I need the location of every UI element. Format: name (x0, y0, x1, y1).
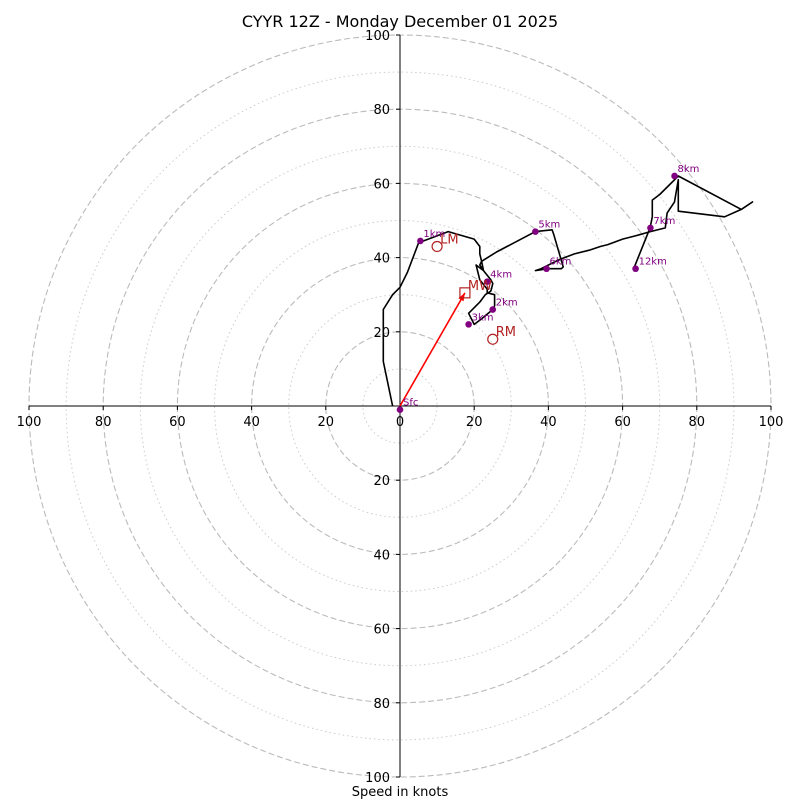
height-marker-dot (543, 265, 550, 273)
mean-wind-arrowhead (458, 292, 465, 302)
tick-labels: 100 80 60 40 20 0 20 40 60 80 100 20 20 40 40 60 60 80 80 1… (17, 29, 784, 786)
height-marker-dot (396, 406, 404, 414)
storm-motion-square (459, 287, 471, 299)
y-tick-label: 100 (365, 771, 390, 786)
y-tick-label: 20 (373, 326, 390, 341)
height-marker-label: 7km (653, 216, 675, 227)
storm-motion-label: RM (496, 325, 516, 340)
y-tick-label: 100 (365, 29, 390, 44)
height-marker-dot (417, 237, 424, 245)
height-marker-label: 2km (496, 298, 518, 309)
x-tick-label: 20 (318, 415, 335, 430)
x-tick-label: 20 (466, 415, 483, 430)
height-marker-dot (647, 224, 654, 232)
height-marker-dot (632, 265, 639, 273)
y-tick-label: 80 (373, 103, 390, 118)
x-tick-label: 80 (689, 415, 706, 430)
height-marker-dot (465, 321, 472, 328)
y-tick-label: 40 (373, 252, 390, 267)
x-tick-label: 100 (17, 415, 42, 430)
height-marker-dot (483, 278, 491, 286)
height-marker-dot (532, 228, 539, 235)
x-axis-label: Speed in knots (352, 785, 449, 800)
mean-wind-arrow (399, 292, 466, 407)
x-tick-label: 40 (243, 415, 260, 430)
storm-motion-label: MW (468, 279, 492, 294)
hodograph-line (382, 175, 754, 407)
storm-motion-label: LM (440, 232, 458, 247)
y-tick-label: 60 (373, 623, 390, 638)
storm-motion-circle (487, 333, 499, 345)
x-tick-label: 80 (95, 415, 112, 430)
height-marker-label: 4km (490, 270, 512, 281)
storm-motion-circle (431, 240, 443, 253)
x-tick-label: 60 (614, 415, 631, 430)
x-tick-label: 0 (396, 415, 404, 430)
height-marker-label: 3km (472, 312, 494, 323)
x-tick-label: 40 (540, 415, 557, 430)
y-tick-label: 40 (373, 548, 390, 563)
y-tick-label: 80 (373, 697, 390, 712)
x-tick-label: 100 (759, 415, 784, 430)
y-tick-label: 20 (373, 474, 390, 489)
chart-title: CYYR 12Z - Monday December 01 2025 (242, 12, 558, 31)
height-marker-dot (489, 306, 497, 313)
height-marker-label: 8km (678, 164, 700, 175)
height-marker-label: 12km (639, 257, 667, 268)
height-marker-label: 5km (538, 220, 560, 231)
height-marker-label: 6km (550, 257, 572, 268)
height-marker-dot (671, 172, 678, 180)
storm-motion-markers: LM MW RM (431, 232, 516, 345)
hodograph-trace-layer (382, 175, 754, 407)
x-tick-label: 60 (169, 415, 186, 430)
height-marker-label: 1km (423, 229, 445, 240)
height-marker-label: Sfc (403, 398, 418, 409)
y-tick-label: 60 (373, 177, 390, 192)
